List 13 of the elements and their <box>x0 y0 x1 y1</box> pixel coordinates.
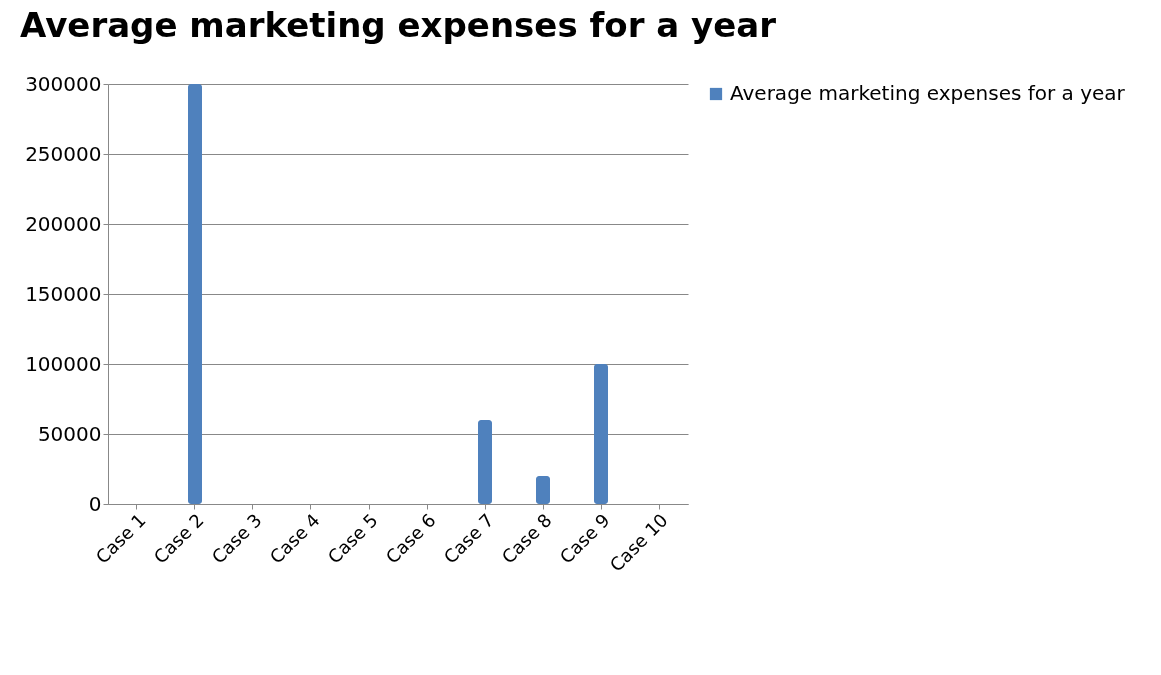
bar <box>478 420 492 504</box>
bar <box>188 84 202 504</box>
legend-label: Average marketing expenses for a year <box>730 81 1126 105</box>
bar <box>594 364 608 504</box>
bar <box>536 476 550 504</box>
chart-title: Average marketing expenses for a year <box>20 5 777 45</box>
y-tick-label: 0 <box>88 491 102 516</box>
y-tick-label: 300000 <box>25 71 102 96</box>
y-tick-label: 200000 <box>25 211 102 236</box>
y-tick-label: 250000 <box>25 141 102 166</box>
y-tick-label: 50000 <box>37 421 102 446</box>
y-tick-label: 150000 <box>25 281 102 306</box>
y-tick-label: 100000 <box>25 351 102 376</box>
